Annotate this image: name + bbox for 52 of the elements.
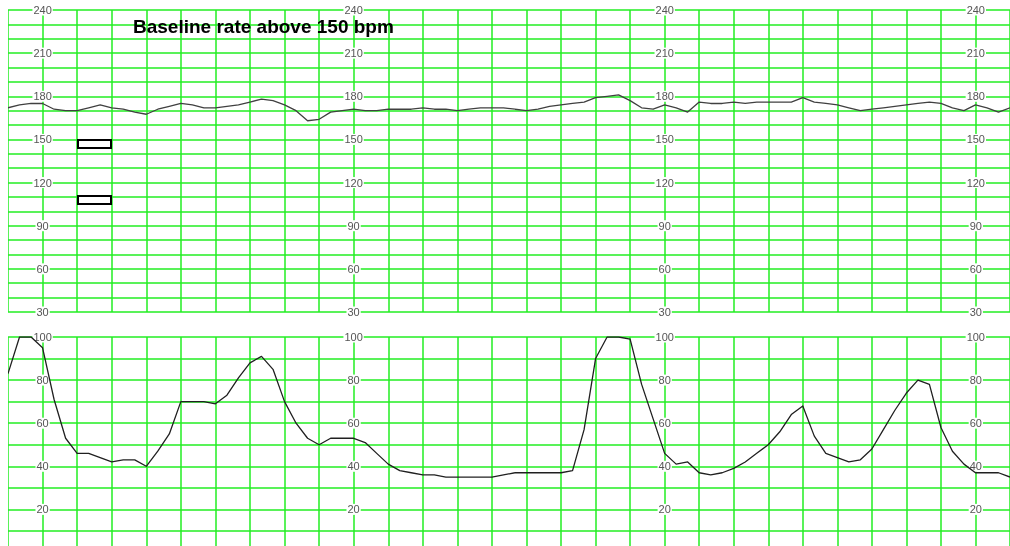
y2-tick-label: 80 [969, 374, 982, 387]
y2-tick-label: 30 [347, 306, 360, 318]
y-tick-label: 240 [655, 4, 674, 16]
y-tick-label: 30 [658, 306, 671, 318]
y2-tick-label: 180 [344, 90, 363, 103]
y-tick-label: 60 [36, 417, 49, 430]
y2-tick-label: 60 [969, 417, 982, 430]
y-tick-label: 80 [36, 374, 49, 387]
y2-tick-label: 150 [966, 133, 985, 146]
y2-tick-label: 150 [344, 133, 363, 146]
y2-tick-label: 90 [347, 219, 360, 232]
y2-tick-label: 210 [344, 47, 363, 60]
y-tick-label: 30 [36, 306, 49, 318]
y2-tick-label: 100 [966, 331, 985, 343]
y2-tick-label: 40 [969, 460, 982, 473]
y2-tick-label: 90 [969, 219, 982, 232]
y-tick-label: 40 [36, 460, 49, 473]
y-tick-label: 150 [655, 133, 674, 146]
y2-tick-label: 100 [344, 331, 363, 343]
y-tick-label: 210 [655, 47, 674, 60]
y-tick-label: 60 [658, 262, 671, 275]
y2-tick-label: 180 [966, 90, 985, 103]
y2-tick-label: 60 [347, 417, 360, 430]
y2-tick-label: 60 [969, 262, 982, 275]
y-tick-label: 180 [33, 90, 52, 103]
y-tick-label: 60 [36, 262, 49, 275]
y-tick-label: 180 [655, 90, 674, 103]
y2-tick-label: 120 [344, 176, 363, 189]
y2-tick-label: 20 [969, 503, 982, 516]
y-tick-label: 120 [655, 176, 674, 189]
y2-tick-label: 20 [347, 503, 360, 516]
y2-tick-label: 80 [347, 374, 360, 387]
y2-tick-label: 210 [966, 47, 985, 60]
y-tick-label: 100 [655, 331, 674, 343]
y2-tick-label: 40 [347, 460, 360, 473]
y-tick-label: 80 [658, 374, 671, 387]
y2-tick-label: 120 [966, 176, 985, 189]
y-tick-label: 20 [658, 503, 671, 516]
y-tick-label: 40 [658, 460, 671, 473]
y-tick-label: 20 [36, 503, 49, 516]
y2-tick-label: 240 [966, 4, 985, 16]
y-tick-label: 150 [33, 133, 52, 146]
y-tick-label: 210 [33, 47, 52, 60]
y-tick-label: 240 [33, 4, 52, 16]
y2-tick-label: 30 [969, 306, 982, 318]
y2-tick-label: 60 [347, 262, 360, 275]
y2-tick-label: 240 [344, 4, 363, 16]
y-tick-label: 100 [33, 331, 52, 343]
y-tick-label: 90 [658, 219, 671, 232]
y-tick-label: 90 [36, 219, 49, 232]
y-tick-label: 60 [658, 417, 671, 430]
y-tick-label: 120 [33, 176, 52, 189]
